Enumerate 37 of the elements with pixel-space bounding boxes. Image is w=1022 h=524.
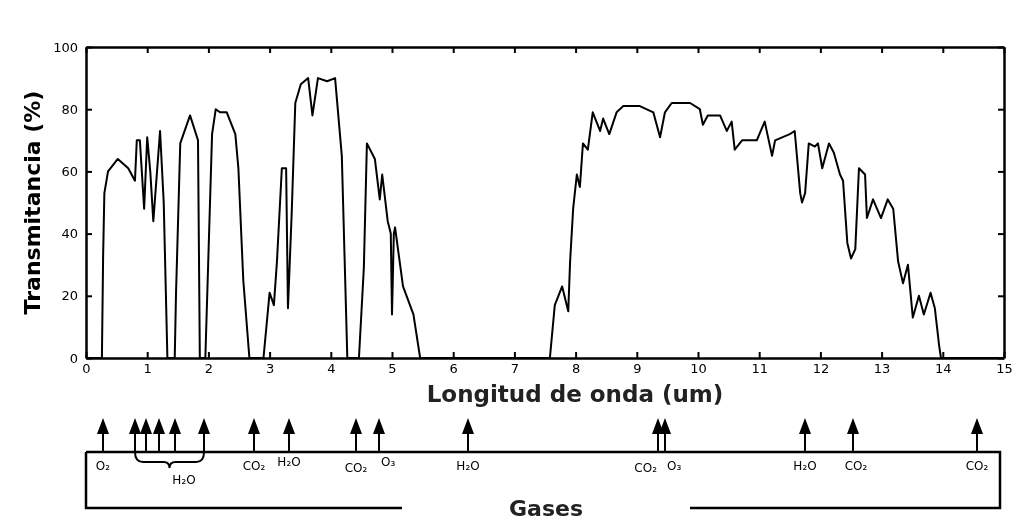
x-tick-label: 13 <box>873 361 891 377</box>
text: CO₂ <box>844 459 868 473</box>
x-tick-label: 1 <box>143 361 152 377</box>
y-tick-label: 80 <box>61 101 78 117</box>
x-tick-label: 10 <box>690 361 707 377</box>
x-axis-title: Longitud de onda (um) <box>426 381 724 407</box>
x-tick-label: 5 <box>388 361 397 377</box>
x-tick-label: 3 <box>265 361 275 377</box>
x-tick-label: 14 <box>935 361 952 377</box>
text: H₂O <box>172 473 196 487</box>
x-tick-label: 11 <box>751 361 768 377</box>
text: O₃ <box>381 455 396 469</box>
y-tick-label: 60 <box>61 164 78 180</box>
text: H₂O <box>456 459 480 473</box>
x-tick-label: 2 <box>204 361 214 377</box>
y-tick-label: 100 <box>53 39 78 55</box>
y-tick-label: 40 <box>61 226 78 242</box>
x-tick-label: 8 <box>571 361 581 377</box>
text: CO₂ <box>242 459 266 473</box>
y-tick-label: 0 <box>69 350 78 366</box>
x-tick-label: 15 <box>996 361 1013 377</box>
x-tick-label: 4 <box>327 361 336 377</box>
text: Gases <box>508 496 584 521</box>
text: H₂O <box>793 459 817 473</box>
y-tick-label: 20 <box>61 288 78 304</box>
x-tick-label: 9 <box>633 361 642 377</box>
text: H₂O <box>277 455 301 469</box>
text: CO₂ <box>965 459 989 473</box>
x-tick-label: 6 <box>449 361 458 377</box>
x-tick-label: 7 <box>510 361 520 377</box>
text: CO₂ <box>634 461 658 475</box>
text: O₃ <box>667 459 682 473</box>
x-tick-label: 0 <box>82 361 91 377</box>
text: O₂ <box>95 459 111 473</box>
x-tick-label: 12 <box>812 361 830 377</box>
y-axis-title: Transmitancia (%) <box>20 90 45 315</box>
text: CO₂ <box>344 461 368 475</box>
